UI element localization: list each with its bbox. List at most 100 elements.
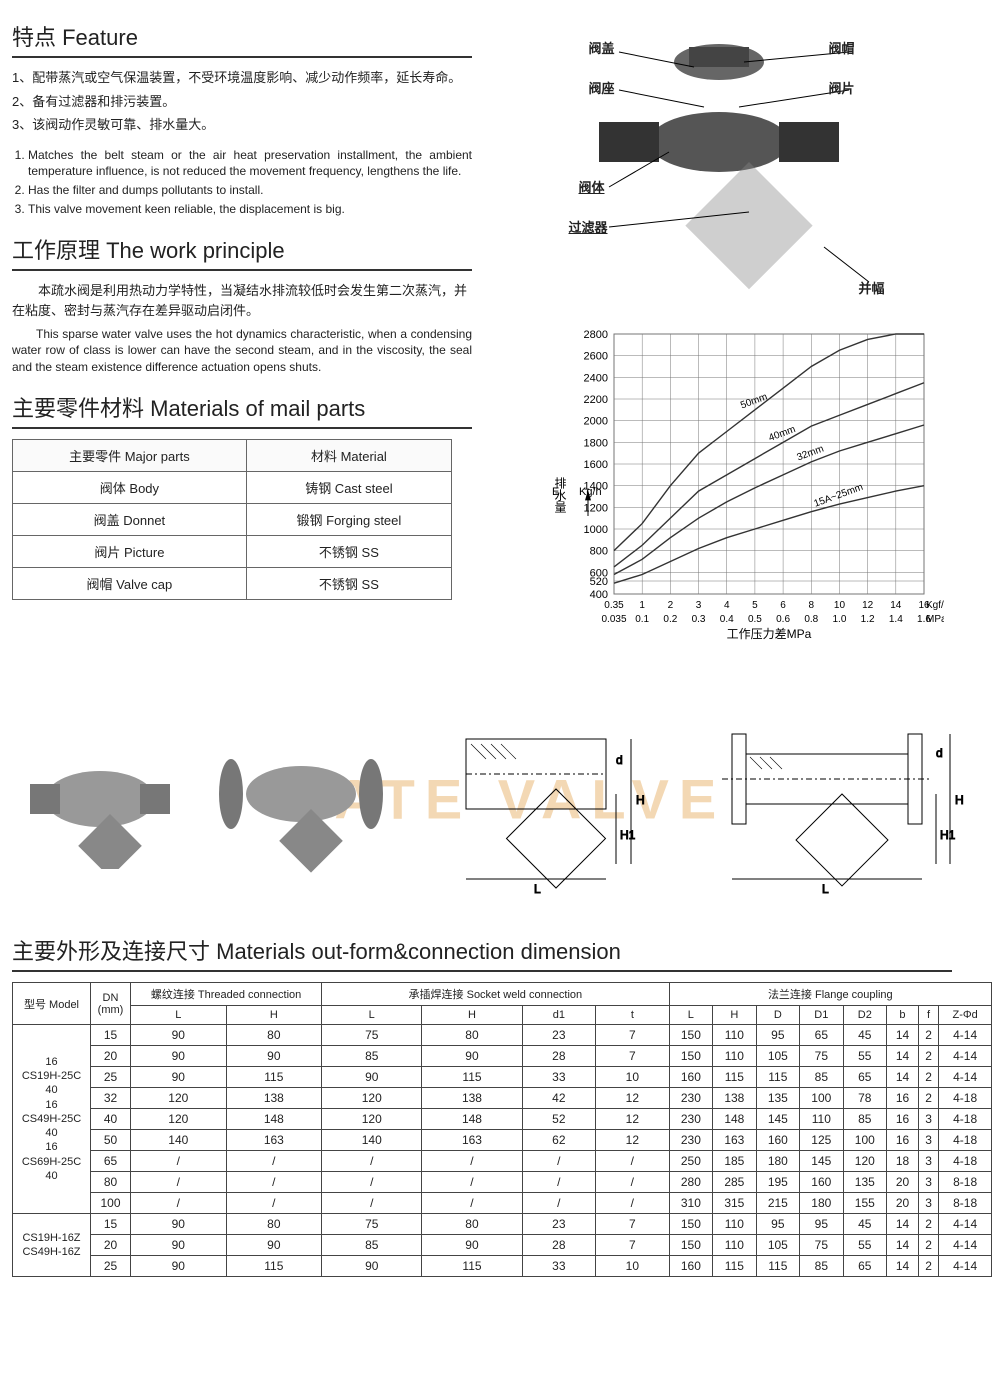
- svg-text:14: 14: [890, 600, 902, 611]
- dim-header-model: 型号 Model: [13, 983, 91, 1025]
- svg-text:1200: 1200: [583, 502, 607, 514]
- table-row: 321201381201384212230138135100781624-18: [13, 1088, 992, 1109]
- svg-text:0.5: 0.5: [747, 614, 761, 625]
- svg-text:10: 10: [833, 600, 845, 611]
- label-hat: 阀帽: [829, 38, 855, 57]
- performance-chart: 4005206008001000120014001600180020002200…: [544, 324, 944, 664]
- svg-text:0.4: 0.4: [719, 614, 733, 625]
- svg-text:L: L: [534, 882, 541, 896]
- feature-title: 特点 Feature: [12, 20, 472, 58]
- principle-title: 工作原理 The work principle: [12, 233, 472, 271]
- feature-cn-item: 1、配带蒸汽或空气保温装置，不受环境温度影响、减少动作频率，延长寿命。: [12, 68, 472, 88]
- svg-text:d: d: [936, 746, 943, 760]
- svg-text:1.4: 1.4: [888, 614, 902, 625]
- svg-text:2600: 2600: [583, 351, 607, 363]
- svg-text:800: 800: [589, 546, 607, 558]
- dim-header-socket: 承插焊连接 Socket weld connection: [322, 983, 670, 1006]
- table-row: 401201481201485212230148145110851634-18: [13, 1109, 992, 1130]
- feature-en-item: This valve movement keen reliable, the d…: [28, 201, 472, 217]
- table-row: 阀体 Body铸钢 Cast steel: [13, 471, 452, 503]
- svg-text:600: 600: [589, 567, 607, 579]
- tech-drawing-section-1: L H H1 d: [416, 699, 676, 899]
- label-fufu: 并幅: [859, 278, 885, 297]
- table-row: 阀盖 Donnet锻钢 Forging steel: [13, 503, 452, 535]
- svg-text:0.1: 0.1: [635, 614, 649, 625]
- principle-en: This sparse water valve uses the hot dyn…: [12, 326, 472, 375]
- svg-text:4: 4: [723, 600, 729, 611]
- feature-cn-item: 3、该阀动作灵敏可靠、排水量大。: [12, 115, 472, 135]
- svg-text:E: E: [552, 486, 559, 498]
- svg-text:1000: 1000: [583, 524, 607, 536]
- svg-text:6: 6: [780, 600, 786, 611]
- svg-text:2400: 2400: [583, 372, 607, 384]
- table-row: 65//////2501851801451201834-18: [13, 1151, 992, 1172]
- dimension-title: 主要外形及连接尺寸 Materials out-form&connection …: [12, 934, 952, 972]
- feature-en-item: Has the filter and dumps pollutants to i…: [28, 182, 472, 198]
- dim-header-dn: DN (mm): [91, 983, 131, 1025]
- model-cell: CS19H-16ZCS49H-16Z: [13, 1214, 91, 1277]
- svg-text:2000: 2000: [583, 416, 607, 428]
- feature-list-cn: 1、配带蒸汽或空气保温装置，不受环境温度影响、减少动作频率，延长寿命。 2、备有…: [12, 68, 472, 135]
- svg-text:1.0: 1.0: [832, 614, 846, 625]
- svg-text:L: L: [822, 882, 829, 896]
- svg-text:0.2: 0.2: [663, 614, 677, 625]
- svg-text:H1: H1: [620, 828, 636, 842]
- materials-header-material: 材料 Material: [246, 439, 451, 471]
- svg-text:工作压力差MPa: 工作压力差MPa: [726, 627, 811, 641]
- svg-text:1.2: 1.2: [860, 614, 874, 625]
- dim-header-threaded: 螺纹连接 Threaded connection: [131, 983, 322, 1006]
- table-row: 16CS19H-25C4016CS49H-25C4016CS69H-25C401…: [13, 1025, 992, 1046]
- feature-list-en: Matches the belt steam or the air heat p…: [12, 147, 472, 218]
- svg-text:1800: 1800: [583, 437, 607, 449]
- svg-text:0.3: 0.3: [691, 614, 705, 625]
- svg-text:1600: 1600: [583, 459, 607, 471]
- valve-diagram: 阀盖 阀帽 阀座 阀片 阀体 过滤器 并幅: [549, 12, 939, 312]
- svg-text:12: 12: [862, 600, 874, 611]
- svg-text:0.35: 0.35: [604, 600, 624, 611]
- svg-text:Kgf/cm2: Kgf/cm2: [926, 600, 944, 611]
- feature-cn-item: 2、备有过滤器和排污装置。: [12, 92, 472, 112]
- label-body: 阀体: [579, 177, 605, 196]
- principle-cn: 本疏水阀是利用热动力学特性，当凝结水排流较低时会发生第二次蒸汽，并在粘度、密封与…: [12, 281, 472, 320]
- svg-text:0.6: 0.6: [776, 614, 790, 625]
- tech-drawing-flanged: [201, 724, 401, 874]
- table-row: 阀片 Picture不锈钢 SS: [13, 535, 452, 567]
- dimension-table: 型号 Model DN (mm) 螺纹连接 Threaded connectio…: [12, 982, 992, 1277]
- label-sheet: 阀片: [829, 78, 855, 97]
- label-filter: 过滤器: [569, 217, 608, 236]
- table-row: 209090859028715011010575551424-14: [13, 1046, 992, 1067]
- svg-text:H: H: [636, 793, 645, 807]
- table-row: 100//////3103152151801552038-18: [13, 1193, 992, 1214]
- svg-text:3: 3: [695, 600, 701, 611]
- materials-title: 主要零件材料 Materials of mail parts: [12, 391, 472, 429]
- svg-text:1: 1: [639, 600, 645, 611]
- table-row: 阀帽 Valve cap不锈钢 SS: [13, 567, 452, 599]
- svg-text:8: 8: [808, 600, 814, 611]
- feature-en-item: Matches the belt steam or the air heat p…: [28, 147, 472, 179]
- table-row: CS19H-16ZCS49H-16Z1590807580237150110959…: [13, 1214, 992, 1235]
- materials-table: 主要零件 Major parts 材料 Material 阀体 Body铸钢 C…: [12, 439, 452, 600]
- svg-text:H1: H1: [940, 828, 956, 842]
- dim-header-flange: 法兰连接 Flange coupling: [669, 983, 991, 1006]
- model-cell: 16CS19H-25C4016CS49H-25C4016CS69H-25C40: [13, 1025, 91, 1214]
- materials-header-part: 主要零件 Major parts: [13, 439, 247, 471]
- label-seat: 阀座: [589, 78, 615, 97]
- svg-text:d: d: [616, 753, 623, 767]
- svg-text:H: H: [955, 793, 964, 807]
- table-row: 80//////2802851951601352038-18: [13, 1172, 992, 1193]
- svg-text:2200: 2200: [583, 394, 607, 406]
- svg-text:2: 2: [667, 600, 673, 611]
- tech-drawing-section-2: L H H1 d: [692, 699, 992, 899]
- svg-text:Kg/h: Kg/h: [579, 486, 602, 498]
- label-cap: 阀盖: [589, 38, 615, 57]
- svg-text:0.8: 0.8: [804, 614, 818, 625]
- svg-text:MPa: MPa: [926, 614, 944, 625]
- table-row: 5014016314016362122301631601251001634-18: [13, 1130, 992, 1151]
- tech-drawing-threaded: [15, 729, 185, 869]
- table-row: 259011590115331016011511585651424-14: [13, 1067, 992, 1088]
- svg-text:0.035: 0.035: [601, 614, 626, 625]
- svg-text:2800: 2800: [583, 329, 607, 341]
- table-row: 209090859028715011010575551424-14: [13, 1235, 992, 1256]
- technical-drawings-section: GATE VALVE: [12, 674, 995, 924]
- svg-text:5: 5: [752, 600, 758, 611]
